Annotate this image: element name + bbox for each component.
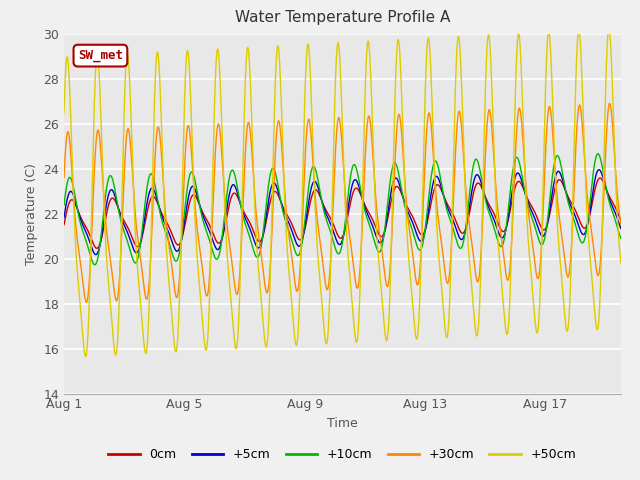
- +10cm: [91, 262, 99, 268]
- +10cm: [316, 190, 324, 196]
- Line: +10cm: +10cm: [64, 154, 621, 265]
- +10cm: [617, 235, 625, 241]
- Line: +5cm: +5cm: [64, 169, 621, 254]
- +5cm: [617, 226, 625, 231]
- +30cm: [316, 240, 324, 246]
- +30cm: [331, 157, 339, 163]
- 0cm: [601, 183, 609, 189]
- +30cm: [617, 221, 625, 227]
- +50cm: [331, 91, 339, 96]
- +50cm: [499, 293, 506, 299]
- 0cm: [60, 222, 68, 228]
- +10cm: [60, 202, 68, 208]
- +10cm: [88, 259, 96, 264]
- +5cm: [595, 167, 603, 172]
- +50cm: [316, 281, 324, 287]
- +5cm: [331, 233, 339, 239]
- Line: +50cm: +50cm: [64, 28, 621, 356]
- +50cm: [60, 109, 68, 115]
- +10cm: [331, 244, 339, 250]
- +5cm: [499, 235, 506, 240]
- +50cm: [601, 122, 609, 128]
- +50cm: [89, 161, 97, 167]
- Line: +30cm: +30cm: [64, 103, 621, 302]
- +30cm: [606, 100, 614, 106]
- +30cm: [499, 245, 506, 251]
- +5cm: [601, 181, 609, 187]
- +5cm: [60, 215, 68, 220]
- +10cm: [594, 151, 602, 156]
- 0cm: [93, 245, 100, 251]
- 0cm: [617, 217, 625, 223]
- +50cm: [617, 260, 625, 266]
- Legend: 0cm, +5cm, +10cm, +30cm, +50cm: 0cm, +5cm, +10cm, +30cm, +50cm: [103, 443, 582, 466]
- Text: SW_met: SW_met: [78, 49, 123, 62]
- Line: 0cm: 0cm: [64, 178, 621, 248]
- 0cm: [316, 194, 324, 200]
- +50cm: [601, 111, 609, 117]
- 0cm: [602, 184, 609, 190]
- +10cm: [601, 179, 609, 184]
- +5cm: [92, 252, 100, 257]
- +10cm: [602, 180, 609, 186]
- +5cm: [88, 247, 96, 252]
- Title: Water Temperature Profile A: Water Temperature Profile A: [235, 11, 450, 25]
- X-axis label: Time: Time: [327, 417, 358, 430]
- 0cm: [499, 228, 506, 234]
- Y-axis label: Temperature (C): Temperature (C): [25, 163, 38, 264]
- +30cm: [601, 172, 609, 178]
- +30cm: [60, 175, 68, 180]
- 0cm: [596, 175, 604, 181]
- +50cm: [82, 353, 90, 359]
- 0cm: [331, 226, 339, 231]
- +50cm: [605, 25, 612, 31]
- +30cm: [89, 206, 97, 212]
- +10cm: [499, 242, 506, 248]
- +5cm: [602, 183, 609, 189]
- +30cm: [83, 300, 90, 305]
- 0cm: [88, 239, 96, 245]
- +5cm: [316, 192, 324, 198]
- +30cm: [601, 165, 609, 171]
